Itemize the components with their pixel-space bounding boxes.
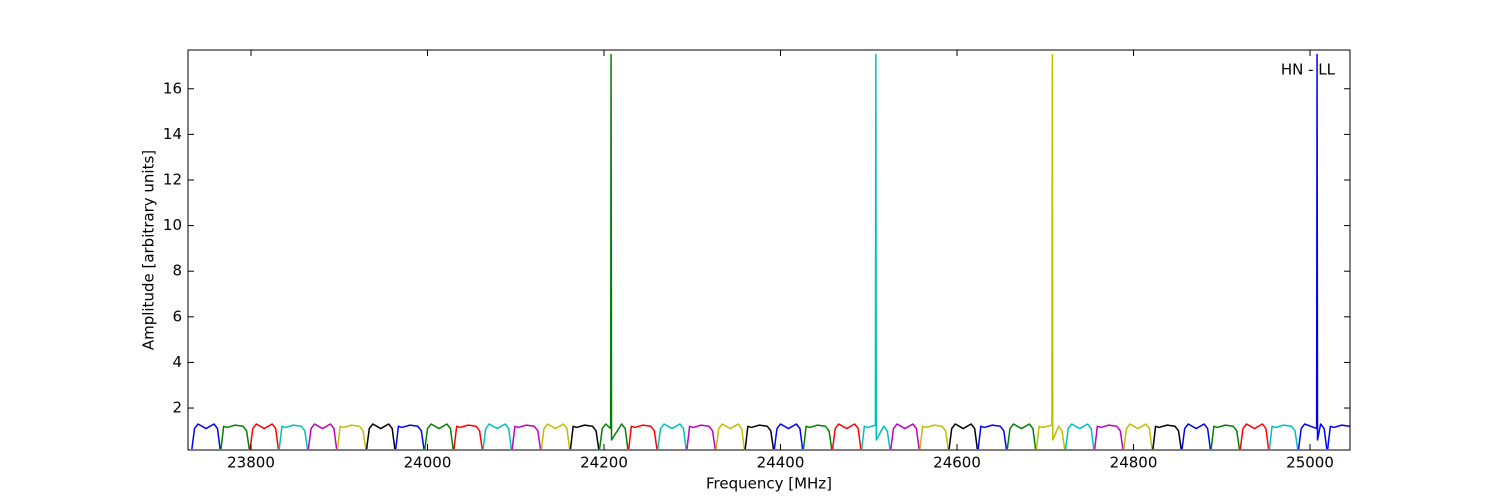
data-line: [977, 424, 1008, 450]
data-line: [657, 423, 687, 450]
data-line: [948, 423, 979, 450]
x-tick-label: 24800: [1110, 454, 1158, 472]
data-line: [220, 424, 250, 450]
data-line: [715, 423, 746, 450]
annotation: HN - LL: [1281, 61, 1336, 79]
y-tick-label: 10: [163, 216, 182, 234]
y-tick-label: 4: [172, 353, 182, 371]
data-line: [336, 424, 367, 450]
data-line: [1093, 424, 1124, 450]
x-axis-label: Frequency [MHz]: [706, 475, 832, 493]
data-line: [1064, 423, 1095, 450]
y-tick-label: 8: [172, 262, 182, 280]
data-line: [773, 423, 804, 450]
data-line: [482, 423, 513, 450]
data-line: [249, 423, 280, 450]
data-line: [453, 424, 483, 450]
data-line: [1268, 424, 1299, 450]
data-line: [860, 53, 891, 450]
x-tick-label: 24000: [404, 454, 452, 472]
data-line: [1297, 53, 1328, 450]
data-line: [890, 423, 920, 450]
data-line: [394, 424, 425, 450]
data-line: [569, 424, 600, 450]
data-line: [686, 424, 716, 450]
y-tick-label: 16: [163, 79, 182, 97]
plot-area: [191, 53, 1350, 450]
y-tick-label: 6: [172, 307, 182, 325]
data-line: [598, 53, 629, 450]
data-line: [1326, 424, 1350, 450]
data-line: [1239, 423, 1270, 450]
x-tick-label: 24400: [757, 454, 805, 472]
data-line: [802, 424, 833, 450]
axes-frame: [187, 49, 1351, 451]
data-line: [831, 423, 862, 450]
data-line: [191, 423, 221, 450]
data-line: [307, 423, 338, 450]
data-line: [511, 424, 542, 450]
data-line: [1152, 424, 1182, 450]
data-line: [627, 424, 658, 450]
x-tick-label: 24200: [580, 454, 628, 472]
data-line: [744, 424, 775, 450]
data-line: [1210, 424, 1241, 450]
y-tick-label: 14: [163, 125, 182, 143]
data-line: [1035, 53, 1066, 450]
data-line: [365, 423, 396, 450]
data-line: [919, 424, 949, 450]
x-tick-label: 24600: [933, 454, 981, 472]
data-line: [424, 423, 454, 450]
data-line: [278, 424, 309, 450]
data-line: [540, 423, 571, 450]
y-tick-label: 2: [172, 399, 182, 417]
data-line: [1123, 423, 1153, 450]
y-axis-label: Amplitude [arbitrary units]: [140, 150, 158, 350]
x-tick-label: 23800: [227, 454, 275, 472]
data-line: [1006, 423, 1037, 450]
y-tick-label: 12: [163, 170, 182, 188]
x-tick-label: 25000: [1286, 454, 1334, 472]
data-line: [1181, 423, 1212, 450]
